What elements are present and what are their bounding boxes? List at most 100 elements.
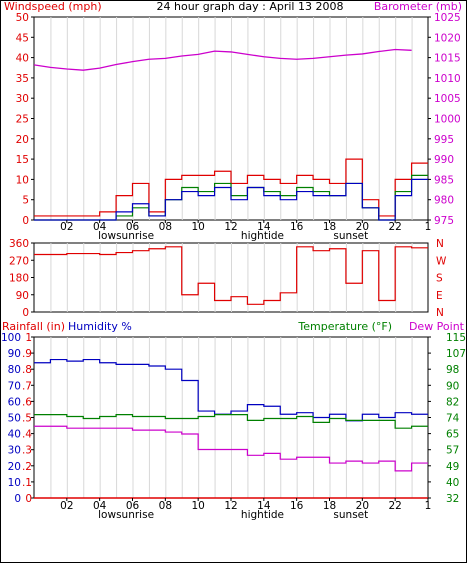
wind-y-tick-label: 15 bbox=[16, 154, 29, 166]
humidity-y-tick-label: 80 bbox=[8, 364, 21, 376]
event-label-tide-low: low bbox=[98, 509, 116, 521]
baro-y-tick-label: 1020 bbox=[434, 32, 461, 44]
humidity-y-tick-label: 40 bbox=[8, 429, 21, 441]
temperature-y-tick-label: 57 bbox=[446, 445, 459, 457]
rainfall-y-tick-label: .3 bbox=[22, 445, 32, 457]
baro-y-tick-label: 990 bbox=[434, 154, 454, 166]
rainfall-y-tick-label: .5 bbox=[22, 413, 32, 425]
rainfall-y-tick-label: .1 bbox=[22, 477, 32, 489]
rainfall-y-tick-label: .9 bbox=[22, 348, 32, 360]
wind-y-tick-label: 45 bbox=[16, 32, 29, 44]
temperature-y-tick-label: 107 bbox=[446, 348, 466, 360]
humidity-y-tick-label: 70 bbox=[8, 380, 21, 392]
wind-y-tick-label: 30 bbox=[16, 93, 29, 105]
humidity-panel: 01020304050607080901000.1.2.3.4.5.6.7.8.… bbox=[1, 332, 466, 521]
x-tick-label: 20 bbox=[356, 221, 369, 233]
event-label-tide-low: low bbox=[98, 230, 116, 242]
x-tick-label: 06 bbox=[126, 221, 140, 233]
chart-title: 24 hour graph day : April 13 2008 bbox=[157, 0, 344, 13]
compass-label: E bbox=[436, 290, 443, 302]
humidity-y-tick-label: 90 bbox=[8, 348, 21, 360]
baro-y-tick-label: 1015 bbox=[434, 53, 461, 65]
humidity-y-tick-label: 60 bbox=[8, 396, 21, 408]
rainfall-y-tick-label: 1 bbox=[25, 332, 32, 344]
wind-y-tick-label: 25 bbox=[16, 114, 29, 126]
direction-y-tick-label: 270 bbox=[9, 255, 29, 267]
baro-y-tick-label: 1000 bbox=[434, 114, 461, 126]
rainfall-y-tick-label: .2 bbox=[22, 461, 32, 473]
temperature-y-tick-label: 82 bbox=[446, 396, 459, 408]
temperature-y-tick-label: 65 bbox=[446, 429, 459, 441]
x-tick-label: 04 bbox=[93, 500, 107, 512]
x-tick-label: 18 bbox=[323, 221, 336, 233]
humidity-y-tick-label: 100 bbox=[1, 332, 21, 344]
baro-y-tick-label: 975 bbox=[434, 215, 454, 227]
event-label-tide-high: high bbox=[241, 509, 264, 521]
direction-y-tick-label: 360 bbox=[9, 238, 29, 250]
x-tick-label: 08 bbox=[159, 500, 172, 512]
direction-series-line bbox=[34, 246, 428, 305]
rainfall-y-tick-label: .4 bbox=[22, 429, 32, 441]
wind-y-tick-label: 50 bbox=[16, 12, 29, 24]
x-tick-label: 22 bbox=[388, 500, 401, 512]
baro-y-tick-label: 980 bbox=[434, 195, 454, 207]
humidity-series-line bbox=[34, 358, 428, 422]
humidity-y-tick-label: 20 bbox=[8, 461, 21, 473]
humidity-y-tick-label: 50 bbox=[8, 413, 21, 425]
event-label-tide-high: high bbox=[241, 230, 264, 242]
humidity-y-tick-label: 0 bbox=[14, 493, 21, 505]
x-tick-label: 18 bbox=[323, 500, 336, 512]
humidity-axis-title: Humidity % bbox=[68, 320, 132, 333]
rainfall-axis-title: Rainfall (in) bbox=[2, 320, 65, 333]
x-tick-label: 16 bbox=[290, 221, 304, 233]
event-label-tide: tide bbox=[264, 230, 284, 242]
wind-y-tick-label: 35 bbox=[16, 73, 29, 85]
x-tick-label: 10 bbox=[191, 500, 204, 512]
baro-y-tick-label: 1025 bbox=[434, 12, 461, 24]
humidity-y-tick-label: 30 bbox=[8, 445, 21, 457]
x-tick-label: 1 bbox=[425, 500, 432, 512]
x-tick-label: 20 bbox=[356, 500, 369, 512]
temperature-y-tick-label: 115 bbox=[446, 332, 466, 344]
direction-y-tick-label: 180 bbox=[9, 273, 29, 285]
rainfall-y-tick-label: 0 bbox=[25, 493, 32, 505]
direction-y-tick-label: 0 bbox=[22, 307, 29, 319]
x-tick-label: 02 bbox=[60, 500, 73, 512]
dewpoint-axis-title: Dew Point bbox=[409, 320, 465, 333]
event-label-sunset: sunset bbox=[333, 230, 368, 242]
temperature-y-tick-label: 74 bbox=[446, 413, 460, 425]
x-tick-label: 02 bbox=[60, 221, 73, 233]
event-label-sunset: sunset bbox=[333, 509, 368, 521]
x-tick-label: 1 bbox=[425, 221, 432, 233]
x-tick-label: 12 bbox=[224, 221, 237, 233]
wind-panel: 0510152025303540455097598098599099510001… bbox=[16, 12, 461, 242]
x-tick-label: 12 bbox=[224, 500, 237, 512]
x-tick-label: 10 bbox=[191, 221, 204, 233]
baro-y-tick-label: 995 bbox=[434, 134, 454, 146]
wind-y-tick-label: 10 bbox=[16, 174, 29, 186]
temperature-y-tick-label: 32 bbox=[446, 493, 459, 505]
rainfall-y-tick-label: .7 bbox=[22, 380, 32, 392]
direction-y-tick-label: 90 bbox=[16, 290, 29, 302]
temperature-series-line bbox=[34, 413, 428, 429]
compass-label: S bbox=[436, 273, 443, 285]
humidity-y-tick-label: 10 bbox=[8, 477, 21, 489]
dewpoint-series-line bbox=[34, 425, 428, 472]
wind-y-tick-label: 40 bbox=[16, 53, 29, 65]
x-tick-label: 16 bbox=[290, 500, 304, 512]
x-tick-label: 08 bbox=[159, 221, 172, 233]
x-tick-label: 14 bbox=[257, 500, 271, 512]
baro-series-line bbox=[33, 48, 412, 71]
baro-y-tick-label: 1005 bbox=[434, 93, 461, 105]
baro-y-tick-label: 1010 bbox=[434, 73, 461, 85]
rainfall-y-tick-label: .8 bbox=[22, 364, 32, 376]
x-tick-label: 14 bbox=[257, 221, 271, 233]
temperature-axis-title: Temperature (°F) bbox=[297, 320, 392, 333]
temperature-y-tick-label: 90 bbox=[446, 380, 459, 392]
wind-y-tick-label: 20 bbox=[16, 134, 29, 146]
event-label-tide: tide bbox=[264, 509, 284, 521]
windspeed-axis-title: Windspeed (mph) bbox=[4, 0, 102, 13]
